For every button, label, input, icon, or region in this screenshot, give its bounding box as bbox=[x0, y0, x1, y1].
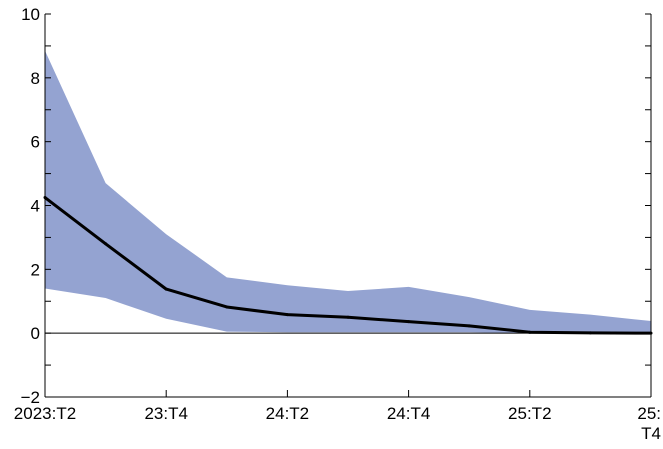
series-point bbox=[407, 320, 411, 324]
series-point bbox=[164, 287, 168, 291]
x-tick-label: 24:T4 bbox=[387, 404, 430, 423]
series-point bbox=[43, 196, 47, 200]
y-tick-label: 0 bbox=[31, 324, 40, 343]
y-tick-label: 2 bbox=[31, 260, 40, 279]
series-point bbox=[285, 313, 289, 317]
y-tick-label: 8 bbox=[31, 69, 40, 88]
series-point bbox=[346, 315, 350, 319]
series-line-layer bbox=[43, 196, 653, 335]
tick-labels-layer: −2 0 2 4 6 8 10 2023:T2 23:T4 24:T2 24:T4 25:T2 25:T… bbox=[14, 5, 661, 443]
x-tick-label: 24:T2 bbox=[266, 404, 309, 423]
x-tick-label: 25:T2 bbox=[508, 404, 551, 423]
series-point bbox=[225, 305, 229, 309]
y-tick-label: 10 bbox=[21, 5, 40, 24]
y-tick-label: 6 bbox=[31, 133, 40, 152]
x-tick-label: 2023:T2 bbox=[14, 404, 76, 423]
x-tick-label: T4 bbox=[641, 424, 661, 443]
uncertainty-band-layer bbox=[45, 50, 651, 334]
y-tick-label: −2 bbox=[21, 388, 40, 407]
x-tick-label: 23:T4 bbox=[144, 404, 187, 423]
series-point bbox=[467, 324, 471, 328]
series-point bbox=[528, 330, 532, 334]
series-point bbox=[588, 331, 592, 335]
x-tick-label: 25: bbox=[637, 404, 661, 423]
series-point bbox=[104, 242, 108, 246]
y-tick-label: 4 bbox=[31, 197, 40, 216]
series-point bbox=[649, 331, 653, 335]
uncertainty-band bbox=[45, 50, 651, 334]
axes-layer bbox=[44, 13, 652, 398]
